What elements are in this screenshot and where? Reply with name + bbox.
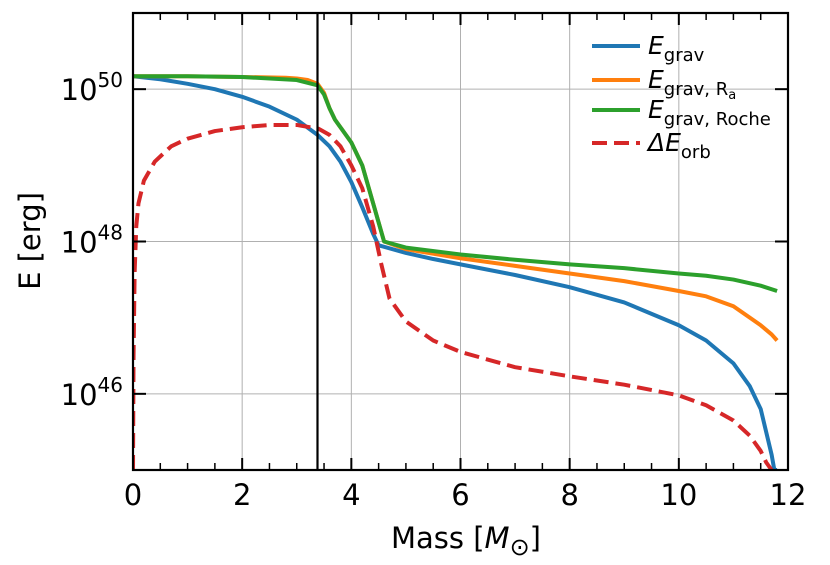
series-line-e-grav [133,74,778,470]
x-tick-label: 8 [560,478,578,512]
legend-label: Egrav, Ra [648,65,736,103]
x-tick-label: 0 [124,478,142,512]
legend-label: Egrav, Roche [648,95,771,130]
x-tick-label: 10 [660,478,697,512]
y-tick-label: 1046 [61,373,123,412]
legend-label: Egrav [648,31,705,66]
y-axis-label: E [erg] [13,192,47,290]
x-tick-label: 2 [233,478,251,512]
y-tick-label: 1048 [61,221,123,260]
series-group [133,74,779,470]
x-tick-label: 4 [342,478,360,512]
legend-label: ΔEorb [646,128,711,163]
series-line-e-grav-roche [133,74,778,293]
x-tick-labels: 0 2 4 6 8 10 12 [124,478,807,512]
series-line--e-orb [133,122,774,470]
y-tick-labels: 1046 1048 1050 [61,68,123,412]
y-tick-label: 1050 [61,68,123,107]
x-tick-label: 6 [451,478,469,512]
ticks-group [132,13,789,470]
x-tick-label: 12 [770,478,807,512]
